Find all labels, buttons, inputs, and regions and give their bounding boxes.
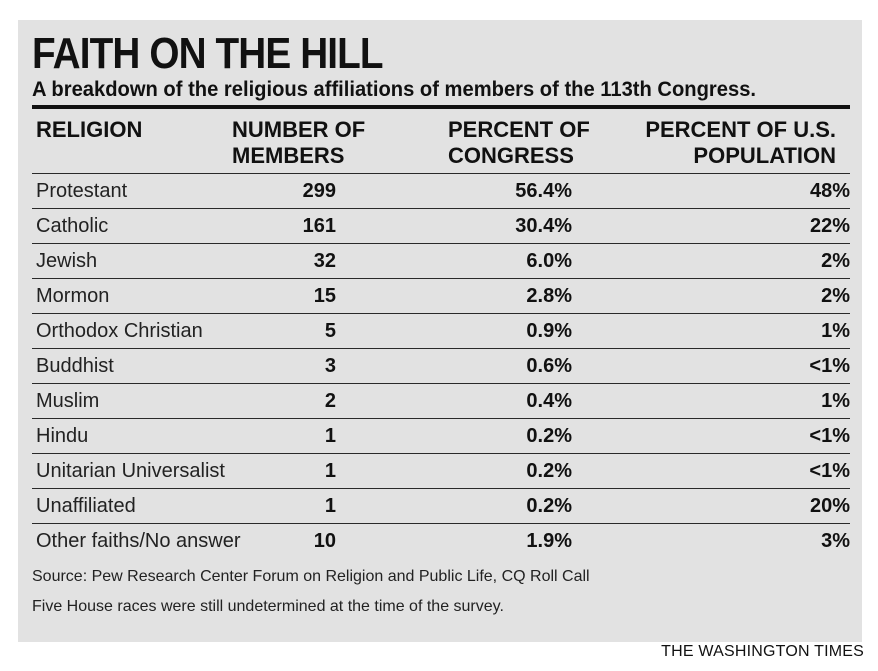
religion-cell: Protestant	[36, 180, 128, 202]
population-percent-cell: 1%	[821, 320, 850, 342]
population-percent-cell: 2%	[821, 250, 850, 272]
religion-cell: Unaffiliated	[36, 495, 136, 517]
chart-title: FAITH ON THE HILL	[32, 29, 384, 78]
members-cell: 3	[324, 355, 336, 377]
congress-percent-cell: 0.2%	[526, 495, 572, 517]
members-cell: 1	[324, 495, 336, 517]
table-row: Muslim 2 0.4% 1%	[32, 383, 850, 418]
chart-panel: FAITH ON THE HILL A breakdown of the rel…	[18, 20, 862, 642]
religion-cell: Catholic	[36, 215, 109, 237]
table-row: Jewish 32 6.0% 2%	[32, 243, 850, 278]
column-header-congress: PERCENT OF CONGRESS	[448, 117, 590, 169]
table-row: Orthodox Christian 5 0.9% 1%	[32, 313, 850, 348]
members-cell: 10	[313, 530, 336, 552]
column-header-population: PERCENT OF U.S. POPULATION	[645, 117, 836, 169]
population-percent-cell: 3%	[821, 530, 850, 552]
column-header-members: NUMBER OF MEMBERS	[232, 117, 365, 169]
table-row: Buddhist 3 0.6% <1%	[32, 348, 850, 383]
population-percent-cell: 22%	[809, 215, 850, 237]
religion-cell: Buddhist	[36, 355, 114, 377]
table-row: Unaffiliated 1 0.2% 20%	[32, 488, 850, 523]
congress-percent-cell: 0.2%	[526, 460, 572, 482]
column-header-line: PERCENT OF	[448, 117, 590, 142]
congress-percent-cell: 56.4%	[515, 180, 572, 202]
members-cell: 161	[302, 215, 336, 237]
congress-percent-cell: 0.2%	[526, 425, 572, 447]
members-cell: 299	[302, 180, 336, 202]
members-cell: 1	[324, 425, 336, 447]
header-rule	[32, 105, 850, 109]
table-row: Protestant 299 56.4% 48%	[32, 173, 850, 208]
members-cell: 1	[324, 460, 336, 482]
column-header-religion: RELIGION	[36, 117, 142, 143]
table-row: Mormon 15 2.8% 2%	[32, 278, 850, 313]
population-percent-cell: 20%	[809, 495, 850, 517]
population-percent-cell: 48%	[809, 180, 850, 202]
religion-cell: Unitarian Universalist	[36, 460, 225, 482]
column-header-line: POPULATION	[693, 143, 836, 168]
religion-cell: Jewish	[36, 250, 98, 272]
column-header-line: RELIGION	[36, 117, 143, 142]
congress-percent-cell: 1.9%	[526, 530, 572, 552]
members-cell: 15	[313, 285, 336, 307]
table-row: Catholic 161 30.4% 22%	[32, 208, 850, 243]
congress-percent-cell: 0.6%	[526, 355, 572, 377]
population-percent-cell: <1%	[809, 460, 850, 482]
congress-percent-cell: 30.4%	[515, 215, 572, 237]
column-header-line: NUMBER OF	[232, 117, 366, 142]
members-cell: 5	[324, 320, 336, 342]
congress-percent-cell: 0.9%	[526, 320, 572, 342]
population-percent-cell: <1%	[809, 355, 850, 377]
population-percent-cell: 2%	[821, 285, 850, 307]
chart-subtitle: A breakdown of the religious affiliation…	[32, 78, 757, 101]
table-body: Protestant 299 56.4% 48% Catholic 161 30.4% 22%…	[32, 173, 850, 558]
religion-cell: Hindu	[36, 425, 89, 447]
source-note: Source: Pew Research Center Forum on Rel…	[32, 568, 590, 585]
religion-cell: Other faiths/No answer	[36, 530, 241, 552]
religion-cell: Mormon	[36, 285, 110, 307]
congress-percent-cell: 6.0%	[526, 250, 572, 272]
members-cell: 32	[313, 250, 336, 272]
column-header-line: PERCENT OF U.S.	[645, 117, 836, 142]
religion-cell: Orthodox Christian	[36, 320, 203, 342]
congress-percent-cell: 2.8%	[526, 285, 572, 307]
publisher-credit: THE WASHINGTON TIMES	[661, 643, 864, 660]
column-header-line: CONGRESS	[448, 143, 574, 168]
congress-percent-cell: 0.4%	[526, 390, 572, 412]
population-percent-cell: <1%	[809, 425, 850, 447]
column-header-line: MEMBERS	[232, 143, 345, 168]
footnote: Five House races were still undetermined…	[32, 598, 504, 615]
religion-cell: Muslim	[36, 390, 100, 412]
table-row: Unitarian Universalist 1 0.2% <1%	[32, 453, 850, 488]
members-cell: 2	[324, 390, 336, 412]
table-row: Hindu 1 0.2% <1%	[32, 418, 850, 453]
table-row: Other faiths/No answer 10 1.9% 3%	[32, 523, 850, 558]
population-percent-cell: 1%	[821, 390, 850, 412]
